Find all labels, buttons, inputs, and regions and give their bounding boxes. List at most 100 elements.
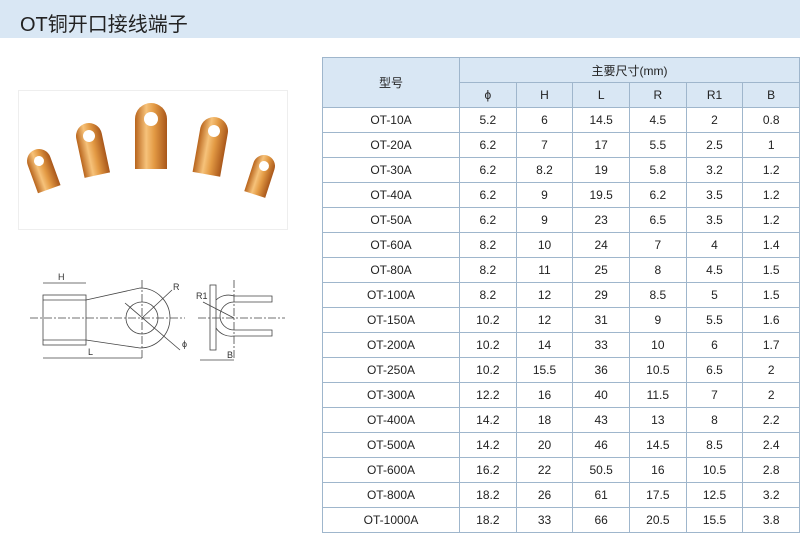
header-dimensions: 主要尺寸(mm) [458,57,800,83]
model-cell: OT-500A [322,432,460,458]
table-cell: 20.5 [629,507,687,533]
table-cell: 66 [572,507,630,533]
table-cell: 23 [572,207,630,233]
table-cell: 16.2 [458,457,517,483]
table-cell: 11 [515,257,574,283]
table-cell: 8 [629,257,687,283]
table-cell: 5 [685,282,744,308]
table-cell: 10.2 [458,357,517,383]
model-cell: OT-1000A [322,507,460,533]
table-row: OT-1000A 18.2 33 66 20.5 15.5 3.8 [322,507,800,533]
table-row: OT-80A 8.2 11 25 8 4.5 1.5 [322,257,800,283]
table-cell: 1.2 [742,182,800,208]
column-header: B [742,82,800,108]
column-header: R [629,82,687,108]
dim-label-r1: R1 [196,291,208,301]
table-cell: 3.5 [685,182,744,208]
table-row: OT-50A 6.2 9 23 6.5 3.5 1.2 [322,207,800,233]
model-cell: OT-100A [322,282,460,308]
table-cell: 9 [515,182,574,208]
table-row: OT-60A 8.2 10 24 7 4 1.4 [322,232,800,258]
table-cell: 46 [572,432,630,458]
table-cell: 2.4 [742,432,800,458]
table-cell: 8.2 [458,282,517,308]
model-cell: OT-400A [322,407,460,433]
column-header: L [572,82,630,108]
table-cell: 10 [629,332,687,358]
table-row: OT-600A 16.2 22 50.5 16 10.5 2.8 [322,457,800,483]
table-cell: 4.5 [629,107,687,133]
table-cell: 10.5 [685,457,744,483]
table-cell: 1 [742,132,800,158]
dim-label-b: B [227,350,233,360]
table-cell: 18.2 [458,482,517,508]
table-cell: 14.5 [572,107,630,133]
table-cell: 1.5 [742,282,800,308]
table-cell: 8.2 [458,232,517,258]
model-cell: OT-80A [322,257,460,283]
table-cell: 10 [515,232,574,258]
page-title: OT铜开口接线端子 [20,14,188,36]
table-cell: 19 [572,157,630,183]
table-cell: 6.5 [685,357,744,383]
table-row: OT-200A 10.2 14 33 10 6 1.7 [322,332,800,358]
title-bar [0,0,800,38]
model-cell: OT-150A [322,307,460,333]
model-cell: OT-250A [322,357,460,383]
dim-label-h: H [58,272,65,282]
table-cell: 18 [515,407,574,433]
table-cell: 0.8 [742,107,800,133]
table-cell: 26 [515,482,574,508]
table-cell: 9 [515,207,574,233]
table-cell: 13 [629,407,687,433]
dim-label-r: R [173,282,180,292]
table-cell: 29 [572,282,630,308]
dim-label-l: L [88,347,93,357]
table-cell: 3.2 [742,482,800,508]
model-cell: OT-200A [322,332,460,358]
table-cell: 36 [572,357,630,383]
table-cell: 2.5 [685,132,744,158]
model-cell: OT-10A [322,107,460,133]
table-cell: 4 [685,232,744,258]
table-cell: 12.2 [458,382,517,408]
table-cell: 14 [515,332,574,358]
table-cell: 33 [572,332,630,358]
table-cell: 15.5 [685,507,744,533]
table-cell: 12.5 [685,482,744,508]
table-cell: 5.5 [629,132,687,158]
table-cell: 8.2 [458,257,517,283]
table-cell: 4.5 [685,257,744,283]
table-cell: 11.5 [629,382,687,408]
table-cell: 1.2 [742,157,800,183]
table-cell: 1.4 [742,232,800,258]
table-row: OT-150A 10.2 12 31 9 5.5 1.6 [322,307,800,333]
table-row: OT-500A 14.2 20 46 14.5 8.5 2.4 [322,432,800,458]
table-cell: 6.2 [458,157,517,183]
table-cell: 12 [515,307,574,333]
table-cell: 6.2 [458,207,517,233]
table-cell: 17 [572,132,630,158]
table-cell: 61 [572,482,630,508]
table-cell: 2 [742,382,800,408]
table-cell: 1.7 [742,332,800,358]
table-cell: 15.5 [515,357,574,383]
table-cell: 2.2 [742,407,800,433]
table-cell: 6.5 [629,207,687,233]
table-cell: 7 [685,382,744,408]
header-model: 型号 [322,57,460,108]
table-cell: 43 [572,407,630,433]
dim-label-phi: ϕ [182,339,187,349]
table-row: OT-10A 5.2 6 14.5 4.5 2 0.8 [322,107,800,133]
table-cell: 1.5 [742,257,800,283]
table-cell: 24 [572,232,630,258]
table-cell: 6 [685,332,744,358]
table-cell: 7 [629,232,687,258]
table-cell: 19.5 [572,182,630,208]
table-cell: 10.2 [458,332,517,358]
model-cell: OT-300A [322,382,460,408]
table-cell: 25 [572,257,630,283]
table-cell: 40 [572,382,630,408]
table-cell: 18.2 [458,507,517,533]
model-cell: OT-60A [322,232,460,258]
